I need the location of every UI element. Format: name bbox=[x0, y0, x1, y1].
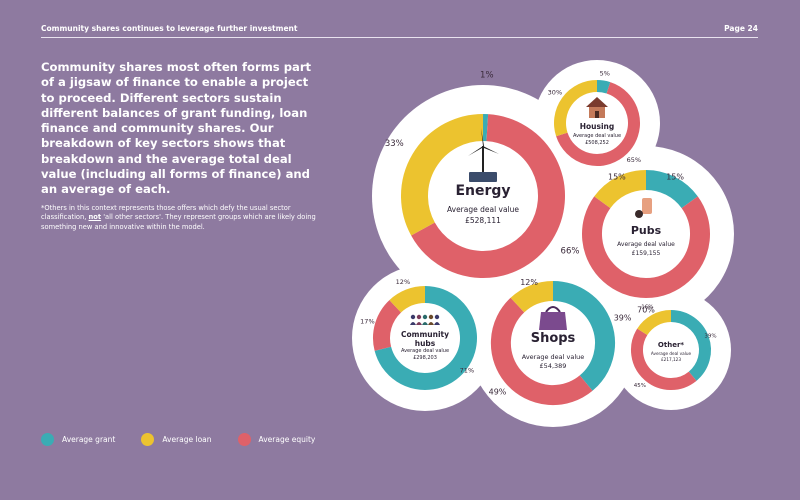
slice-percent-label: 49% bbox=[489, 387, 507, 396]
donut-segment-average-loan bbox=[594, 170, 647, 209]
slice-percent-label: 71% bbox=[460, 367, 474, 375]
sector-name: Pubs bbox=[631, 224, 662, 237]
deal-value-label: Average deal value bbox=[447, 205, 519, 214]
legend-swatch-equity bbox=[237, 433, 251, 446]
wind-turbine-icon bbox=[468, 128, 499, 182]
house-icon bbox=[586, 97, 608, 118]
deal-value-amount: £528,111 bbox=[465, 216, 501, 225]
legend-label-loan: Average loan bbox=[162, 435, 212, 444]
sector-name: Shops bbox=[531, 331, 576, 346]
deal-value-label: Average deal value bbox=[401, 348, 449, 354]
donut-segment-average-grant bbox=[645, 170, 698, 209]
donut-segment-average-grant bbox=[670, 310, 711, 381]
donut-segment-average-grant bbox=[374, 286, 477, 390]
slice-percent-label: 39% bbox=[614, 313, 632, 322]
deal-value-label: Average deal value bbox=[651, 351, 692, 356]
donut-segment-average-equity bbox=[373, 300, 402, 351]
footnote-text-1: *Others in this context represents those… bbox=[41, 204, 291, 222]
sector-name: hubs bbox=[415, 339, 436, 348]
shopping-bag-icon bbox=[539, 306, 567, 330]
slice-percent-label: 1% bbox=[480, 71, 494, 81]
slice-percent-label: 45% bbox=[634, 383, 646, 389]
page-number: Page 24 bbox=[724, 24, 758, 33]
donut-segment-average-grant bbox=[552, 281, 615, 391]
deal-value-label: Average deal value bbox=[522, 353, 585, 361]
slice-percent-label: 39% bbox=[704, 333, 716, 339]
footnote-emphasis: not bbox=[88, 213, 102, 222]
beer-glass-icon bbox=[635, 198, 652, 218]
header-divider bbox=[41, 37, 758, 38]
legend-item-loan: Average loan bbox=[141, 433, 212, 446]
people-icon bbox=[410, 314, 440, 325]
donut-segment-average-loan bbox=[637, 310, 672, 336]
legend: Average grant Average loan Average equit… bbox=[41, 433, 341, 446]
donut-segment-average-equity bbox=[582, 196, 710, 298]
slice-percent-label: 12% bbox=[520, 278, 538, 287]
donut-segment-average-equity bbox=[631, 328, 697, 390]
slice-percent-label: 65% bbox=[627, 156, 641, 164]
deal-value-label: Average deal value bbox=[617, 241, 675, 248]
legend-label-equity: Average equity bbox=[258, 435, 316, 444]
slice-percent-label: 30% bbox=[548, 88, 562, 96]
footnote-text-2: 'all other sectors'. They represent grou… bbox=[41, 213, 316, 231]
donut-segment-average-equity bbox=[490, 297, 593, 406]
slice-percent-label: 17% bbox=[360, 317, 374, 325]
legend-item-equity: Average equity bbox=[237, 433, 316, 446]
legend-label-grant: Average grant bbox=[62, 435, 116, 444]
donut-segment-average-equity bbox=[411, 114, 565, 278]
legend-item-grant: Average grant bbox=[41, 433, 115, 446]
donut-segment-average-equity bbox=[556, 82, 640, 166]
bubble-background bbox=[611, 290, 731, 410]
sector-name: Housing bbox=[580, 122, 615, 131]
slice-percent-label: 12% bbox=[396, 278, 410, 286]
sector-name: Community bbox=[401, 330, 449, 339]
slice-percent-label: 66% bbox=[561, 247, 580, 257]
header-title: Community shares continues to leverage f… bbox=[41, 24, 298, 33]
slice-percent-label: 15% bbox=[666, 173, 684, 182]
donut-segment-average-loan bbox=[510, 281, 554, 313]
donut-segment-average-loan bbox=[401, 114, 484, 236]
donut-segment-average-loan bbox=[554, 80, 598, 137]
slice-percent-label: 5% bbox=[600, 70, 610, 78]
slice-percent-label: 16% bbox=[641, 305, 653, 311]
donut-segment-average-loan bbox=[389, 286, 426, 313]
legend-swatch-loan bbox=[141, 433, 155, 446]
deal-value-amount: £508,252 bbox=[585, 140, 609, 146]
deal-value-amount: £54,389 bbox=[540, 362, 567, 370]
legend-swatch-grant bbox=[41, 433, 54, 446]
deal-value-amount: £217,123 bbox=[661, 357, 681, 362]
donut-segment-average-grant bbox=[596, 80, 611, 94]
slice-percent-label: 33% bbox=[385, 139, 404, 149]
slice-percent-label: 15% bbox=[608, 173, 626, 182]
intro-paragraph: Community shares most often forms part o… bbox=[41, 60, 312, 197]
footnote: *Others in this context represents those… bbox=[41, 204, 316, 232]
slice-percent-label: 70% bbox=[637, 306, 655, 315]
deal-value-amount: £298,203 bbox=[413, 355, 437, 361]
sector-name: Other* bbox=[658, 341, 684, 349]
sector-name: Energy bbox=[455, 183, 510, 199]
deal-value-label: Average deal value bbox=[573, 133, 621, 139]
deal-value-amount: £159,155 bbox=[632, 250, 661, 257]
